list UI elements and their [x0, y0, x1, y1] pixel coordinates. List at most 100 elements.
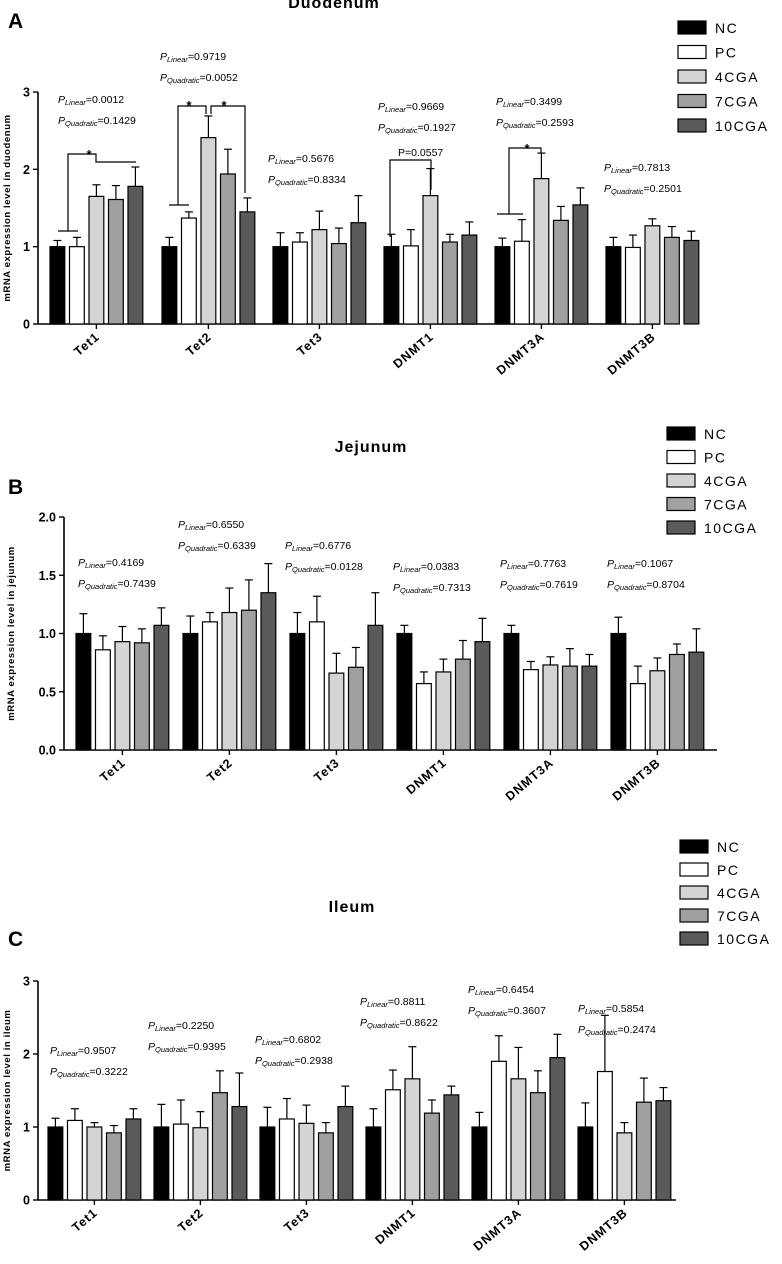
legend-label: 4CGA — [704, 473, 748, 489]
p-linear-value: PLinear=0.7763 — [500, 558, 566, 571]
legend-label: NC — [704, 426, 727, 442]
y-tick-label: 0 — [23, 318, 30, 332]
bar-nc-dnmt3b — [605, 246, 622, 325]
x-tick-label: DNMT3A — [471, 1206, 525, 1254]
chart-panel-b: B Jejunum mRNA expression level in jejunum… — [6, 426, 756, 804]
bar-nc-tet1 — [75, 632, 92, 751]
p-quadratic-value: PQuadratic=0.1429 — [58, 115, 136, 128]
legend-swatch-pc — [666, 449, 696, 465]
bar-4cga-tet1 — [114, 641, 131, 751]
p-quadratic-value: PQuadratic=0.7313 — [393, 582, 471, 595]
p-linear-value: PLinear=0.8811 — [360, 996, 426, 1009]
y-tick-label: 3 — [23, 86, 30, 100]
bar-nc-dnmt3a — [503, 632, 520, 751]
bar-7cga-dnmt3a — [529, 1092, 546, 1201]
bar-pc-tet1 — [68, 246, 85, 325]
p-linear-value: PLinear=0.6776 — [285, 540, 351, 553]
bar-4cga-dnmt1 — [422, 195, 439, 325]
p-linear-value: PLinear=0.6802 — [255, 1034, 321, 1047]
chart-panel-a: A Duodenum mRNA expression level in duoden… — [2, 0, 767, 378]
p-quadratic-value: PQuadratic=0.8622 — [360, 1017, 438, 1030]
bar-pc-dnmt3b — [596, 1070, 613, 1201]
legend-swatch-10cga — [679, 931, 709, 946]
bar-nc-tet1 — [49, 246, 66, 325]
significance-bracket — [177, 105, 207, 205]
bar-nc-dnmt1 — [365, 1126, 382, 1201]
bar-4cga-dnmt3b — [649, 670, 666, 751]
bar-10cga-dnmt3b — [683, 239, 700, 325]
y-tick-label: 1 — [23, 1121, 30, 1135]
chart-title: Ileum — [329, 899, 376, 916]
legend-swatch-pc — [677, 44, 707, 60]
bar-10cga-dnmt3a — [549, 1057, 566, 1201]
bar-7cga-dnmt3a — [561, 665, 578, 751]
p-quadratic-value: PQuadratic=0.3607 — [468, 1005, 546, 1018]
p-quadratic-value: PQuadratic=0.1927 — [378, 122, 456, 135]
x-tick-label: DNMT3B — [605, 330, 659, 378]
p-linear-value: PLinear=0.3499 — [496, 96, 562, 109]
bar-7cga-tet3 — [317, 1132, 334, 1201]
bar-4cga-dnmt1 — [404, 1078, 421, 1201]
x-tick-label: DNMT3B — [577, 1206, 631, 1254]
x-tick-label: Tet3 — [294, 330, 325, 359]
bar-pc-tet2 — [172, 1123, 189, 1201]
bar-4cga-dnmt3a — [542, 664, 559, 751]
bar-4cga-dnmt3a — [510, 1078, 527, 1201]
panel-letter: C — [8, 928, 23, 951]
bar-7cga-tet1 — [105, 1132, 122, 1201]
bar-pc-tet3 — [278, 1118, 295, 1201]
bar-10cga-dnmt1 — [443, 1094, 460, 1201]
y-tick-label: 0.5 — [39, 685, 56, 699]
bar-10cga-dnmt1 — [474, 641, 491, 751]
y-tick-label: 2 — [23, 1048, 30, 1062]
p-linear-value: PLinear=0.6550 — [178, 519, 244, 532]
p-quadratic-value: PQuadratic=0.8334 — [268, 174, 346, 187]
bar-4cga-tet3 — [298, 1122, 315, 1201]
p-linear-value: PLinear=0.1067 — [607, 558, 673, 571]
y-tick-label: 0 — [23, 1194, 30, 1208]
significance-star: * — [86, 147, 92, 162]
bar-10cga-dnmt3b — [688, 651, 705, 751]
bar-10cga-dnmt1 — [461, 234, 478, 325]
bar-nc-dnmt1 — [396, 632, 413, 751]
legend-swatch-4cga — [666, 473, 696, 488]
p-quadratic-value: PQuadratic=0.2938 — [255, 1055, 333, 1068]
legend-swatch-4cga — [679, 885, 709, 900]
x-tick-label: DNMT1 — [391, 330, 437, 372]
bar-10cga-dnmt3b — [655, 1100, 672, 1201]
legend-label: 7CGA — [717, 908, 761, 924]
bar-pc-dnmt1 — [402, 245, 419, 325]
x-tick-label: DNMT3B — [610, 756, 664, 804]
bar-10cga-tet3 — [367, 624, 384, 751]
legend-label: PC — [717, 862, 739, 878]
bar-4cga-dnmt3b — [644, 225, 661, 325]
bar-4cga-tet2 — [192, 1127, 209, 1201]
bar-nc-tet1 — [47, 1126, 64, 1201]
legend-label: PC — [715, 45, 737, 61]
y-axis-label: mRNA expression level in jejunum — [6, 546, 17, 721]
bar-pc-dnmt3a — [490, 1060, 507, 1201]
y-axis-label: mRNA expression level in ileum — [2, 1010, 13, 1172]
p-linear-value: PLinear=0.2250 — [148, 1020, 214, 1033]
bar-10cga-tet1 — [153, 624, 170, 751]
p-quadratic-value: PQuadratic=0.2593 — [496, 117, 574, 130]
legend-label: 4CGA — [717, 885, 761, 901]
bar-pc-dnmt3a — [522, 669, 539, 751]
bar-10cga-tet1 — [127, 185, 144, 325]
bar-7cga-dnmt1 — [441, 241, 458, 325]
y-tick-label: 3 — [23, 975, 30, 989]
bar-nc-tet3 — [289, 632, 306, 751]
bar-7cga-dnmt1 — [454, 658, 471, 751]
bar-7cga-dnmt3b — [663, 236, 680, 325]
x-tick-label: DNMT3A — [503, 756, 557, 804]
legend-swatch-7cga — [666, 496, 696, 512]
p-quadratic-value: PQuadratic=0.0052 — [160, 72, 238, 85]
significance-bracket — [67, 153, 136, 231]
x-tick-label: DNMT3A — [494, 330, 548, 378]
bar-pc-dnmt3a — [513, 240, 530, 325]
legend-label: 7CGA — [704, 497, 748, 513]
chart-title: Duodenum — [288, 0, 380, 12]
legend-label: NC — [717, 839, 740, 855]
bar-4cga-tet1 — [88, 195, 105, 325]
bar-4cga-dnmt1 — [435, 671, 452, 751]
